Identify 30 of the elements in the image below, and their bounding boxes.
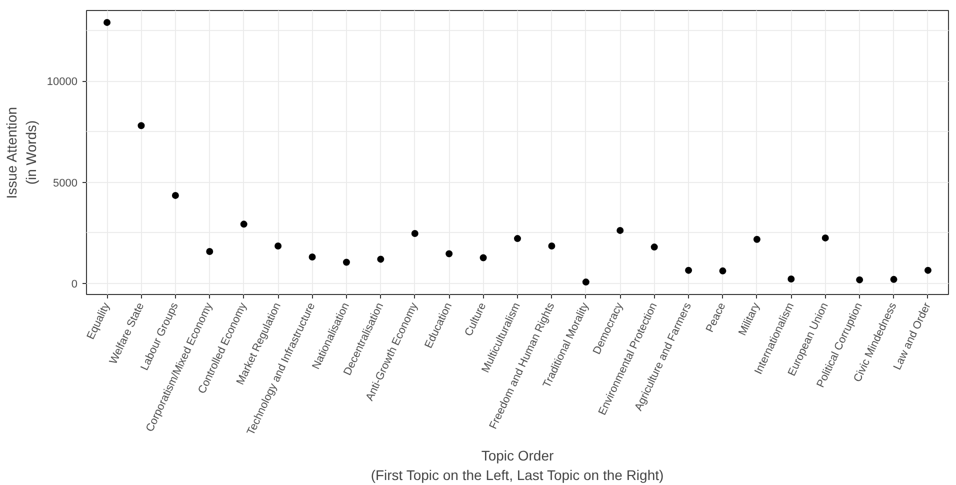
point (480, 254, 487, 262)
point (582, 278, 590, 286)
point (240, 220, 248, 228)
y-tick-label: 5000 (53, 177, 78, 190)
point (548, 242, 556, 250)
x-axis-title: Topic Order (First Topic on the Left, Last Topic on the Right) (370, 448, 664, 483)
point (822, 234, 829, 242)
y-tick-label: 10000 (46, 76, 78, 88)
point (377, 256, 384, 263)
point (514, 235, 521, 242)
point (274, 242, 282, 250)
point (650, 244, 658, 251)
point (616, 226, 624, 234)
point (924, 266, 932, 274)
point (890, 276, 898, 283)
point (446, 250, 453, 258)
point (719, 267, 726, 274)
y-axis-title: Issue Attention (in Words) (4, 106, 39, 199)
point (206, 248, 214, 255)
point (788, 276, 795, 283)
y-tick-label: 0 (71, 278, 78, 290)
point (856, 276, 864, 284)
point (342, 258, 350, 266)
point (685, 266, 692, 274)
point (411, 230, 418, 237)
point (104, 18, 111, 26)
point (308, 253, 316, 260)
point (172, 192, 179, 199)
point (138, 122, 145, 130)
point (753, 236, 760, 243)
